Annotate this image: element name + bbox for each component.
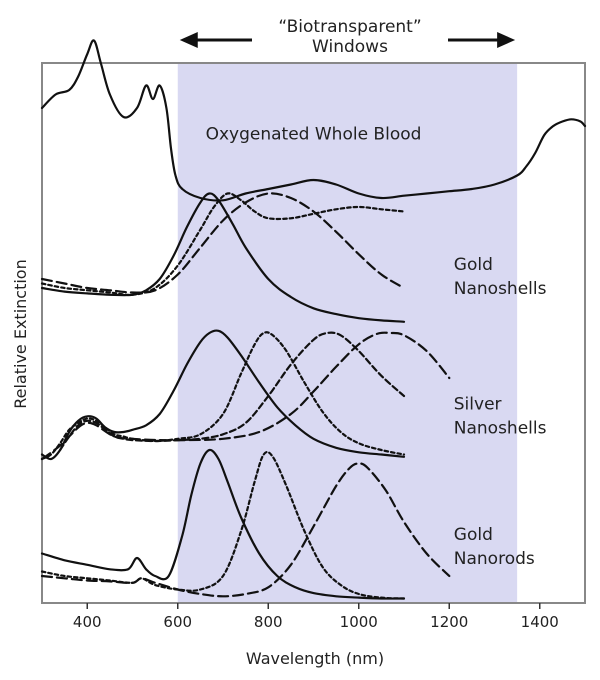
plot-frame: [41, 62, 586, 604]
band-header-layer: “Biotransparent” Windows: [179, 17, 516, 57]
left-arrow-icon: [179, 32, 198, 48]
annotation-gold-nanorods: Gold Nanorods: [454, 525, 535, 569]
x-tick-layer: 400 600 800 1000 1200 1400: [73, 603, 559, 631]
annotation-gold-nanoshells: Gold Nanoshells: [454, 255, 547, 299]
series-silver-nanoshells-short-5: [40, 331, 406, 461]
series-gold-nanoshells-short-2: [40, 192, 406, 297]
annotation-line: Silver: [454, 395, 502, 415]
annotation-line: Nanoshells: [454, 419, 547, 439]
series-gold-nanorods-long-10: [40, 462, 451, 598]
band-label-line-1: “Biotransparent”: [278, 17, 421, 37]
series-silver-nanoshells-solid-4: [40, 329, 406, 461]
series-silver-nanoshells-long-7: [40, 331, 451, 461]
annotation-line: Nanoshells: [454, 279, 547, 299]
annotation-silver-nanoshells: Silver Nanoshells: [454, 395, 547, 439]
y-axis-title: Relative Extinction: [11, 259, 30, 409]
x-tick-label-600: 600: [163, 613, 192, 631]
biotransparent-band: [177, 63, 518, 603]
x-tick-label-1400: 1400: [521, 613, 559, 631]
right-arrow-icon: [497, 32, 516, 48]
series-gold-nanoshells-long-3: [40, 192, 406, 294]
annotation-line: Nanorods: [454, 549, 535, 569]
x-tick-label-800: 800: [254, 613, 283, 631]
band-label-line-2: Windows: [312, 37, 388, 57]
annotation-oxygenated-whole-blood: Oxygenated Whole Blood: [206, 125, 422, 145]
series-gold-nanorods-solid-8: [40, 448, 406, 600]
plot-frame-layer: [41, 62, 586, 604]
series-gold-nanoshells-solid-1: [40, 192, 406, 323]
biotransparent-band-layer: [177, 63, 518, 603]
annotation-line: Gold: [454, 525, 493, 545]
annotation-line: Oxygenated Whole Blood: [206, 125, 422, 145]
series-layer: [40, 39, 587, 600]
x-tick-label-1000: 1000: [340, 613, 378, 631]
x-axis-title: Wavelength (nm): [246, 649, 384, 668]
x-tick-label-400: 400: [73, 613, 102, 631]
annotation-line: Gold: [454, 255, 493, 275]
series-oxygenated-whole-blood-solid-0: [40, 39, 587, 202]
x-tick-label-1200: 1200: [430, 613, 468, 631]
